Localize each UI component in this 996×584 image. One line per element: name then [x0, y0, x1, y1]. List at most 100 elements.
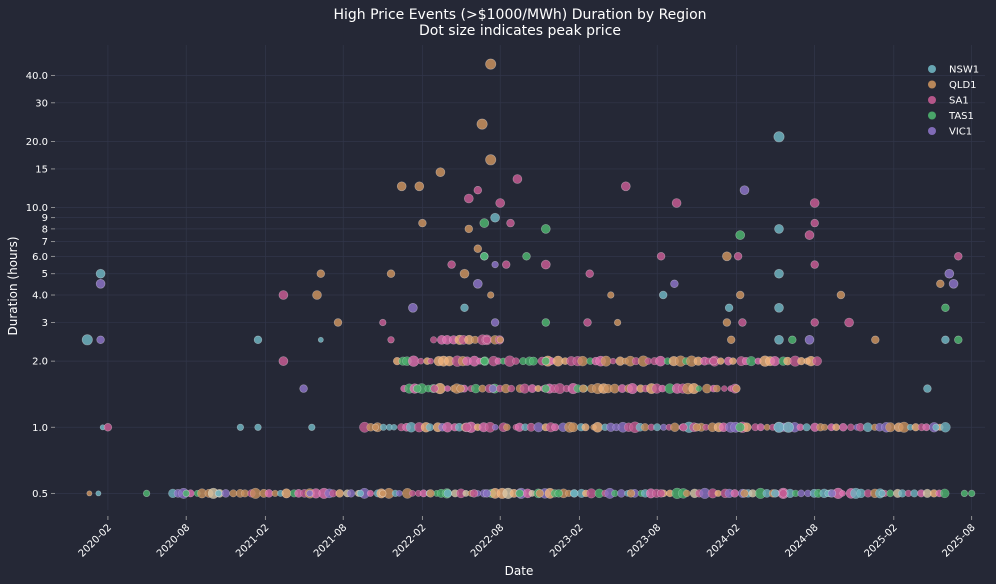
event-point [730, 489, 739, 498]
point-nsw1 [724, 303, 734, 312]
point-nsw1 [236, 423, 244, 431]
point-qld1 [312, 290, 322, 300]
point-qld1 [722, 251, 732, 262]
event-point [427, 357, 434, 365]
event-point [847, 423, 855, 432]
point-tas1 [480, 252, 489, 261]
point-qld1 [871, 335, 880, 344]
point-vic1 [488, 384, 498, 393]
point-nsw1 [658, 290, 668, 300]
event-point [832, 423, 841, 432]
event-point [407, 355, 420, 367]
x-tick-label: 2020-08 [155, 522, 192, 559]
point-nsw1 [214, 489, 223, 498]
point-sa1 [620, 181, 631, 192]
event-point [714, 489, 722, 497]
point-tas1 [182, 489, 190, 498]
point-nsw1 [773, 131, 785, 143]
x-tick-label: 2022-08 [469, 522, 506, 559]
point-nsw1 [356, 489, 365, 498]
event-point [390, 424, 398, 431]
point-sa1 [809, 198, 820, 208]
point-sa1 [482, 335, 492, 344]
point-nsw1 [774, 268, 784, 279]
point-nsw1 [773, 421, 785, 433]
point-nsw1 [774, 224, 784, 234]
point-qld1 [396, 181, 407, 192]
point-qld1 [607, 291, 615, 299]
point-sa1 [810, 318, 819, 327]
legend-label-sa1: SA1 [949, 96, 969, 107]
legend-label-qld1: QLD1 [949, 80, 977, 91]
point-sa1 [709, 356, 718, 366]
point-qld1 [836, 290, 846, 300]
event-point [528, 356, 538, 366]
event-point [417, 357, 425, 365]
x-tick-label: 2025-08 [940, 522, 977, 559]
event-point [577, 355, 588, 367]
point-tas1 [960, 489, 969, 498]
point-vic1 [482, 489, 492, 498]
y-axis-label: Duration (hours) [6, 236, 20, 335]
point-tas1 [954, 335, 963, 344]
point-sa1 [733, 252, 743, 261]
x-axis-label: Date [505, 564, 534, 578]
y-tick-label: 1.0 [32, 423, 48, 434]
event-point [395, 490, 403, 497]
point-nsw1 [443, 489, 452, 498]
point-vic1 [299, 384, 308, 393]
event-point [839, 490, 846, 497]
point-sa1 [738, 318, 747, 327]
point-sa1 [506, 218, 515, 228]
y-tick-label: 2.0 [32, 357, 48, 368]
point-qld1 [732, 384, 741, 393]
y-tick-label: 30 [35, 98, 48, 109]
point-tas1 [479, 218, 490, 228]
point-nsw1 [317, 336, 324, 343]
point-nsw1 [770, 489, 780, 498]
point-nsw1 [81, 334, 93, 346]
event-point [812, 356, 822, 366]
event-point [756, 423, 765, 432]
point-vic1 [804, 334, 815, 345]
point-vic1 [472, 278, 483, 289]
event-point [940, 422, 951, 433]
point-nsw1 [569, 489, 579, 498]
point-qld1 [476, 118, 488, 130]
point-nsw1 [932, 423, 940, 431]
point-sa1 [585, 269, 594, 278]
y-tick-label: 40.0 [26, 71, 48, 82]
y-tick-label: 5 [42, 269, 48, 280]
point-sa1 [103, 423, 113, 432]
point-qld1 [692, 423, 701, 432]
point-sa1 [954, 252, 963, 261]
point-vic1 [948, 278, 959, 289]
point-sa1 [495, 198, 506, 208]
point-tas1 [480, 356, 489, 366]
point-qld1 [735, 290, 745, 300]
event-point [444, 385, 451, 392]
data-points [81, 58, 976, 500]
point-vic1 [944, 268, 955, 279]
event-point [512, 357, 520, 365]
legend-label-vic1: VIC1 [949, 127, 972, 138]
x-tick-label: 2021-02 [234, 522, 271, 559]
point-qld1 [722, 318, 732, 327]
event-point [716, 357, 725, 365]
point-qld1 [435, 167, 446, 177]
point-tas1 [541, 356, 550, 366]
point-sa1 [810, 260, 819, 269]
y-tick-label: 3 [42, 318, 48, 329]
chart-title: High Price Events (>$1000/MWh) Duration … [333, 7, 706, 23]
event-point [366, 489, 374, 497]
point-qld1 [379, 489, 387, 498]
point-nsw1 [941, 335, 950, 344]
x-tick-label: 2024-08 [783, 522, 820, 559]
event-point [838, 423, 848, 432]
point-sa1 [278, 356, 289, 366]
event-point [425, 423, 434, 432]
point-qld1 [936, 279, 945, 288]
point-sa1 [379, 318, 387, 327]
point-nsw1 [774, 334, 784, 345]
